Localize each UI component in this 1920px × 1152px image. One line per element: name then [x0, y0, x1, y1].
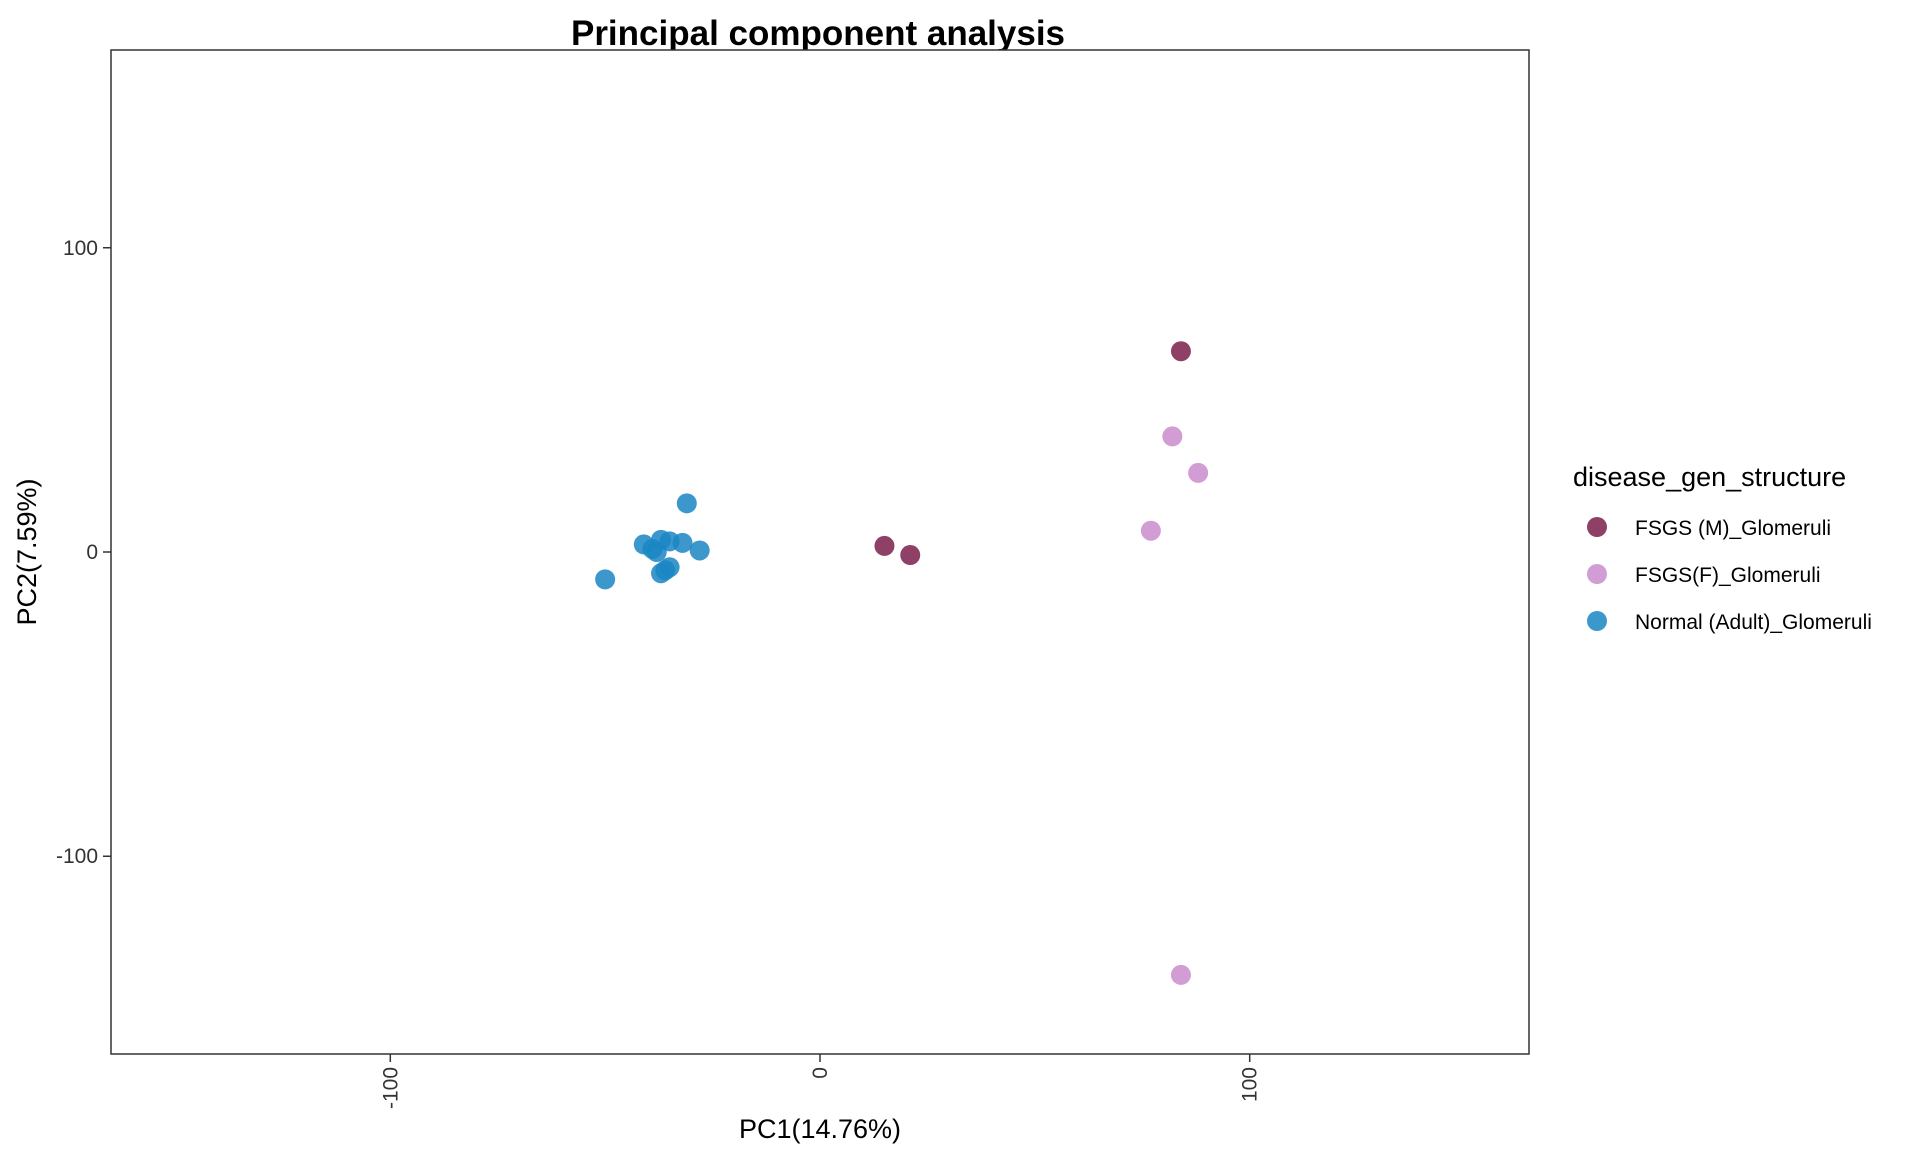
- data-point: [874, 535, 895, 556]
- legend-label: FSGS (M)_Glomeruli: [1635, 517, 1831, 540]
- y-tick-label: 0: [86, 541, 98, 564]
- legend-title: disease_gen_structure: [1573, 462, 1846, 492]
- legend-key: [1587, 611, 1607, 631]
- data-point: [595, 569, 616, 590]
- data-point: [651, 563, 672, 584]
- legend-key: [1587, 564, 1607, 584]
- x-tick-label: -100: [379, 1067, 402, 1109]
- legend: disease_gen_structure FSGS (M)_Glomeruli…: [1573, 462, 1872, 634]
- plot-panel: [110, 49, 1530, 1055]
- x-axis-title: PC1(14.76%): [739, 1114, 901, 1144]
- x-tick-label: 0: [809, 1067, 832, 1079]
- chart-title: Principal component analysis: [571, 14, 1065, 53]
- legend-key: [1587, 517, 1607, 537]
- x-axis: -100 0 100: [379, 1054, 1262, 1109]
- data-point: [1170, 341, 1191, 362]
- data-point: [1170, 964, 1191, 985]
- y-tick-label: -100: [56, 845, 98, 868]
- y-axis: 100 0 -100: [56, 237, 111, 868]
- data-point: [900, 545, 921, 566]
- data-point: [1188, 462, 1209, 483]
- data-points: [595, 341, 1209, 985]
- y-tick-label: 100: [63, 237, 98, 260]
- data-point: [1140, 520, 1161, 541]
- data-point: [676, 493, 697, 514]
- legend-label: FSGS(F)_Glomeruli: [1635, 564, 1821, 587]
- x-tick-label: 100: [1239, 1067, 1262, 1102]
- legend-label: Normal (Adult)_Glomeruli: [1635, 611, 1872, 634]
- data-point: [646, 542, 667, 562]
- data-point: [1162, 426, 1183, 447]
- y-axis-title: PC2(7.59%): [12, 478, 42, 625]
- data-point: [689, 540, 710, 561]
- data-point: [672, 532, 693, 553]
